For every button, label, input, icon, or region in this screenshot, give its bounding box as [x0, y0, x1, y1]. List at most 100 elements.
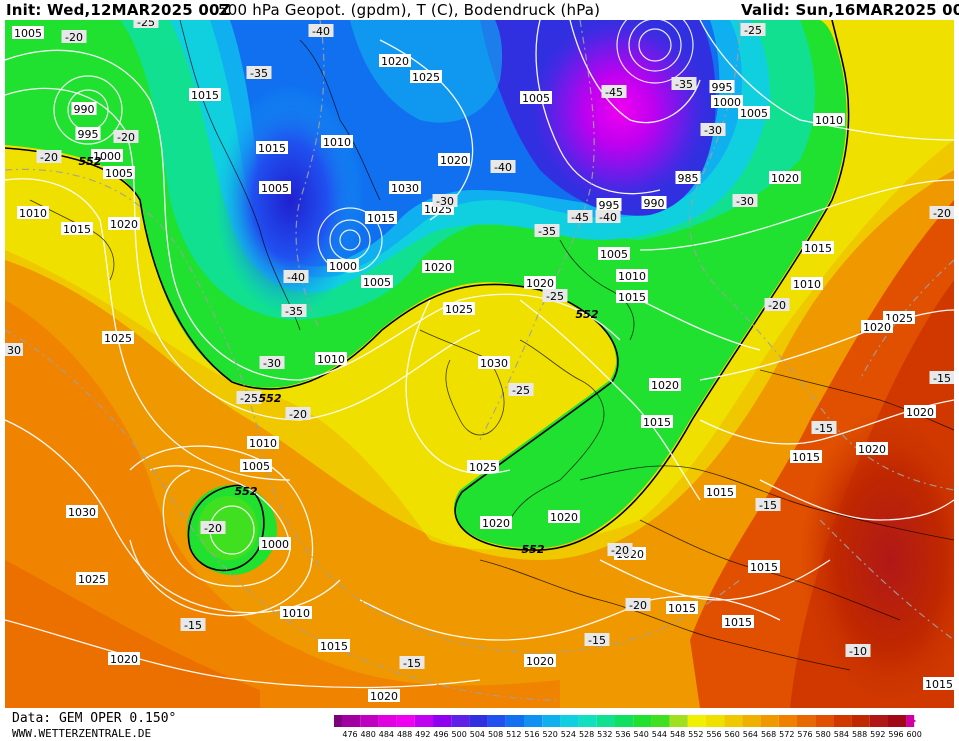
pressure-label: 1015 — [61, 222, 93, 236]
color-scale-tick: 580 — [815, 730, 831, 739]
pressure-label-text: 1020 — [858, 443, 886, 456]
temperature-label: -35 — [246, 66, 272, 80]
color-scale-swatch — [851, 715, 870, 727]
temperature-label-text: 30 — [7, 344, 21, 357]
color-scale-tick: 540 — [633, 730, 649, 739]
pressure-label: 1005 — [361, 275, 393, 289]
color-scale-tick: 592 — [870, 730, 886, 739]
geopotential-label-text: 552 — [235, 485, 258, 498]
pressure-label-text: 1020 — [424, 261, 452, 274]
color-scale-swatch — [706, 715, 725, 727]
color-scale-tick: 484 — [378, 730, 395, 739]
pressure-label-text: 990 — [644, 197, 665, 210]
temperature-label: -40 — [490, 160, 516, 174]
color-scale-swatch — [505, 715, 524, 727]
pressure-label-text: 1010 — [323, 136, 351, 149]
pressure-label-text: 1030 — [391, 182, 419, 195]
pressure-label: 1005 — [598, 247, 630, 261]
pressure-label: 1010 — [321, 135, 353, 149]
pressure-label-text: 1005 — [363, 276, 391, 289]
color-scale-tick: 500 — [451, 730, 467, 739]
color-scale-tick: 524 — [560, 730, 577, 739]
pressure-label-text: 1000 — [93, 150, 121, 163]
pressure-label: 1030 — [389, 181, 421, 195]
map-header: Init: Wed,12MAR2025 00Z 500 hPa Geopot. … — [0, 0, 959, 20]
temperature-label: -30 — [432, 194, 458, 208]
valid-time: Valid: Sun,16MAR2025 00Z — [741, 1, 959, 19]
pressure-label: 1030 — [66, 505, 98, 519]
temperature-label: -35 — [671, 77, 697, 91]
pressure-label-text: 1025 — [78, 573, 106, 586]
pressure-label: 1005 — [259, 181, 291, 195]
pressure-label-text: 1020 — [651, 379, 679, 392]
color-scale-swatch — [815, 715, 834, 727]
temperature-label: -20 — [625, 598, 651, 612]
pressure-label-text: 995 — [712, 81, 733, 94]
pressure-label: 1010 — [315, 352, 347, 366]
color-scale-swatch — [469, 715, 488, 727]
pressure-label-text: 1015 — [367, 212, 395, 225]
temperature-label: -20 — [929, 206, 954, 220]
color-scale-tick: 512 — [506, 730, 522, 739]
color-scale-swatch — [342, 715, 361, 727]
color-scale-tick: 556 — [706, 730, 722, 739]
pressure-label: 1005 — [240, 459, 272, 473]
pressure-label-text: 1025 — [469, 461, 497, 474]
pressure-label: 1015 — [666, 601, 698, 615]
temperature-label-text: -30 — [736, 195, 754, 208]
weather-map[interactable]: 1005 990 995 1000 1005 1010 1015 1020 1015 1015 10… — [5, 20, 954, 708]
pressure-label: 1005 — [520, 91, 552, 105]
color-scale-tick: 544 — [651, 730, 668, 739]
pressure-label-text: 1015 — [63, 223, 91, 236]
pressure-label: 1015 — [318, 639, 350, 653]
color-scale-swatch — [451, 715, 470, 727]
temperature-label: -15 — [180, 618, 206, 632]
pressure-label-text: 1005 — [600, 248, 628, 261]
temperature-label: -15 — [399, 656, 425, 670]
pressure-label-text: 1020 — [370, 690, 398, 703]
temperature-label: -20 — [113, 130, 139, 144]
temperature-labels: -25 -20 -20 -20 -40 -35 -40 -35 -30 -40 -45 -35 -25 -… — [5, 20, 954, 670]
pressure-label-text: 1015 — [804, 242, 832, 255]
color-scale-swatch — [669, 715, 688, 727]
temperature-label-text: -45 — [571, 211, 589, 224]
scale-max-arrow — [906, 715, 917, 727]
temperature-label: -20 — [607, 543, 633, 557]
color-scale-swatch — [414, 715, 433, 727]
color-scale-tick: 516 — [524, 730, 540, 739]
temperature-label: -30 — [700, 123, 726, 137]
geopotential-label-text: 552 — [522, 543, 545, 556]
temperature-label: -40 — [308, 24, 334, 38]
temperature-label: -20 — [764, 298, 790, 312]
map-footer: Data: GEM OPER 0.150° WWW.WETTERZENTRALE… — [0, 709, 959, 741]
pressure-label-text: 1020 — [863, 321, 891, 334]
temperature-label: 30 — [5, 343, 23, 357]
pressure-label: 1020 — [379, 54, 411, 68]
temperature-label-text: -25 — [240, 392, 258, 405]
temperature-label: -45 — [567, 210, 593, 224]
color-scale-swatch — [396, 715, 415, 727]
pressure-label: 1015 — [802, 241, 834, 255]
color-scale-swatch — [433, 715, 452, 727]
pressure-label-text: 1000 — [261, 538, 289, 551]
pressure-labels: 1005 990 995 1000 1005 1010 1015 1020 1015 1015 10… — [12, 26, 954, 703]
pressure-label: 1030 — [478, 356, 510, 370]
pressure-label: 990 — [71, 102, 97, 116]
temperature-label-text: -15 — [184, 619, 202, 632]
temperature-label-text: -20 — [933, 207, 951, 220]
color-scale-swatch — [542, 715, 561, 727]
pressure-label-text: 1020 — [526, 277, 554, 290]
geopotential-label: 552 — [79, 155, 102, 168]
temperature-label: -15 — [929, 371, 954, 385]
temperature-label: -15 — [584, 633, 610, 647]
source-url: WWW.WETTERZENTRALE.DE — [12, 727, 152, 740]
temperature-label: -25 — [542, 289, 568, 303]
temperature-label: -20 — [36, 150, 62, 164]
pressure-label: 995 — [709, 80, 735, 94]
pressure-label-text: 1020 — [482, 517, 510, 530]
color-scale-tick: 504 — [469, 730, 486, 739]
temperature-label-text: -30 — [704, 124, 722, 137]
pressure-label-text: 985 — [678, 172, 699, 185]
color-scale-tick: 480 — [360, 730, 376, 739]
temperature-label-text: -30 — [436, 195, 454, 208]
